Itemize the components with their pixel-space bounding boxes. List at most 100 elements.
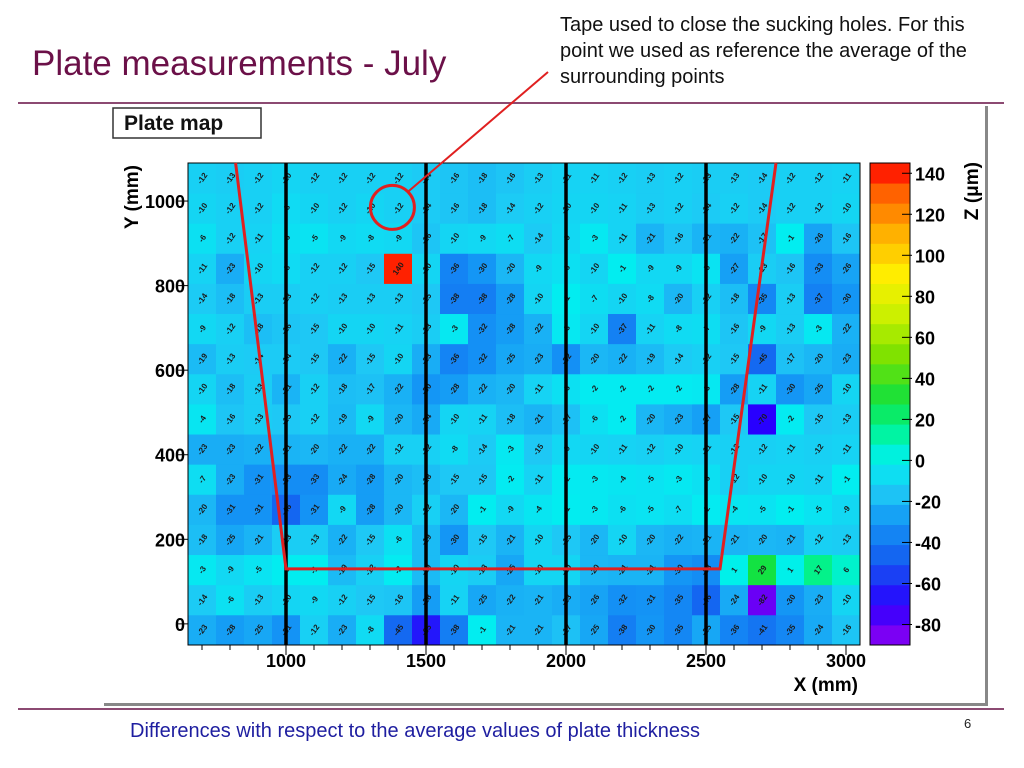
heatmap-cell <box>524 404 553 435</box>
heatmap-cell <box>244 193 273 224</box>
heatmap-cell <box>440 494 469 525</box>
heatmap-cell <box>776 373 805 405</box>
colorbar-segment <box>870 263 910 284</box>
heatmap-cell <box>216 614 245 646</box>
heatmap-cell <box>804 494 833 525</box>
heatmap-cell <box>300 253 329 284</box>
z-axis-label: Z (μm) <box>962 162 983 220</box>
heatmap-cell <box>468 434 497 465</box>
heatmap-cell <box>328 464 357 495</box>
heatmap-cell <box>496 614 525 646</box>
cell-value-label: -9 <box>841 504 853 515</box>
heatmap-cell <box>356 313 385 345</box>
heatmap-cell <box>664 193 693 224</box>
cell-value-label: -9 <box>337 233 349 244</box>
heatmap-cell <box>804 223 833 254</box>
cell-value-label: -9 <box>337 504 349 515</box>
heatmap-cell <box>328 343 357 375</box>
cell-value-label: -3 <box>589 474 601 485</box>
cell-value-label: -4 <box>197 413 209 424</box>
heatmap-cell <box>384 253 413 284</box>
y-tick-label: 800 <box>155 277 185 297</box>
heatmap-cell <box>328 614 357 646</box>
heatmap-cell <box>440 404 469 435</box>
heatmap-cell <box>244 283 273 315</box>
heatmap-cell <box>636 434 665 465</box>
heatmap-cell <box>580 253 609 284</box>
heatmap-cell <box>832 313 861 345</box>
cell-value-label: -3 <box>505 444 517 455</box>
heatmap-cell <box>776 494 805 525</box>
heatmap-cell <box>776 434 805 465</box>
colorbar-segment <box>870 584 910 606</box>
cell-value-label: -5 <box>645 474 657 485</box>
heatmap-cell <box>188 343 217 375</box>
heatmap-cell <box>496 163 525 194</box>
x-axis-label: X (mm) <box>794 675 858 696</box>
heatmap-cell <box>440 163 469 194</box>
heatmap-cell <box>776 163 805 194</box>
heatmap-cell <box>244 524 273 556</box>
heatmap-cell <box>440 584 469 616</box>
cell-value-label: -8 <box>449 444 461 455</box>
cell-value-label: -7 <box>197 474 209 485</box>
heatmap-cell <box>328 434 357 465</box>
heatmap-cell <box>216 343 245 375</box>
heatmap-cell <box>608 373 637 405</box>
heatmap-cell <box>832 584 861 616</box>
heatmap-cell <box>804 373 833 405</box>
heatmap-cell <box>188 283 217 315</box>
heatmap-cell <box>832 283 861 315</box>
heatmap-cell <box>804 283 833 315</box>
cell-value-label: -6 <box>225 594 237 605</box>
heatmap-cell <box>328 193 357 224</box>
heatmap-cell <box>608 584 637 616</box>
heatmap-cell <box>664 313 693 345</box>
heatmap-cell <box>720 223 749 254</box>
colorbar-segment <box>870 203 910 224</box>
heatmap-cell <box>216 584 245 616</box>
heatmap-cell <box>440 524 469 556</box>
heatmap-cell <box>244 434 273 465</box>
cell-value-label: -5 <box>757 504 769 515</box>
heatmap-cell <box>636 253 665 284</box>
cell-value-label: -9 <box>225 564 237 575</box>
cell-value-label: -8 <box>673 323 685 334</box>
heatmap-cell <box>216 223 245 254</box>
y-tick-label: 600 <box>155 361 185 381</box>
heatmap-cell <box>356 614 385 646</box>
heatmap-cell <box>328 404 357 435</box>
heatmap-cell <box>748 584 777 616</box>
heatmap-cell <box>664 494 693 525</box>
heatmap-cell <box>608 163 637 194</box>
heatmap-cell <box>244 584 273 616</box>
heatmap-cell <box>188 554 217 586</box>
colorbar-segment <box>870 323 910 345</box>
heatmap-cell <box>832 163 861 194</box>
cell-value-label: -9 <box>673 263 685 274</box>
heatmap-cell <box>496 223 525 254</box>
z-tick-label: 0 <box>915 451 925 471</box>
heatmap-cell <box>636 494 665 525</box>
heatmap-cell <box>776 313 805 345</box>
cell-value-label: -9 <box>365 413 377 424</box>
heatmap-cell <box>188 163 217 194</box>
heatmap-cell <box>216 464 245 495</box>
heatmap-cell <box>608 343 637 375</box>
heatmap-cell <box>356 494 385 525</box>
chart-title-box <box>112 107 262 139</box>
heatmap-cell <box>356 434 385 465</box>
z-tick-label: 80 <box>915 287 935 307</box>
heatmap-cell <box>832 223 861 254</box>
heatmap-cell <box>384 313 413 345</box>
heatmap-cell <box>300 584 329 616</box>
colorbar-segment <box>870 564 910 586</box>
cell-value-label: -6 <box>589 413 601 424</box>
cell-value-label: -7 <box>589 293 601 304</box>
heatmap-cell <box>524 163 553 194</box>
heatmap-cell <box>636 584 665 616</box>
z-tick-label: -60 <box>915 574 941 594</box>
heatmap-cell <box>300 614 329 646</box>
cell-value-label: -6 <box>617 504 629 515</box>
heatmap-cell <box>300 373 329 405</box>
